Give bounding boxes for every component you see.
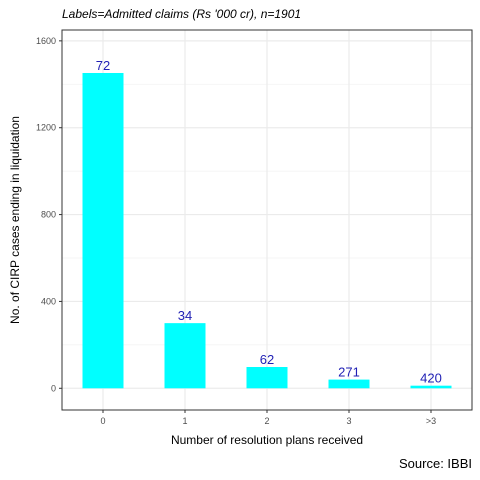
x-axis: 0 1 2 3 >3 (100, 410, 436, 426)
data-labels: 72 34 62 271 420 (96, 58, 442, 386)
y-tick-label: 1600 (36, 36, 56, 46)
bar-data-label: 420 (420, 371, 442, 386)
x-tick-label: 0 (100, 416, 105, 426)
bar-data-label: 72 (96, 58, 110, 73)
bar-data-label: 271 (338, 365, 360, 380)
chart-subtitle: Labels=Admitted claims (Rs '000 cr), n=1… (62, 7, 301, 21)
x-tick-label: 3 (346, 416, 351, 426)
bar (82, 72, 124, 389)
x-tick-label: 2 (264, 416, 269, 426)
bar (164, 323, 206, 389)
y-tick-label: 400 (41, 296, 56, 306)
x-tick-label: >3 (426, 416, 436, 426)
y-axis-title: No. of CIRP cases ending in liquidation (8, 116, 22, 324)
y-tick-label: 0 (51, 383, 56, 393)
bar-data-label: 62 (260, 352, 274, 367)
x-tick-label: 1 (182, 416, 187, 426)
x-axis-title: Number of resolution plans received (171, 433, 363, 447)
bar-data-label: 34 (178, 308, 192, 323)
bar (328, 379, 370, 389)
y-tick-label: 800 (41, 210, 56, 220)
y-tick-label: 1200 (36, 123, 56, 133)
source-caption: Source: IBBI (399, 456, 472, 471)
bars (82, 72, 452, 389)
bar (246, 367, 288, 389)
bar (410, 385, 452, 389)
y-axis: 0 400 800 1200 1600 (36, 36, 62, 393)
